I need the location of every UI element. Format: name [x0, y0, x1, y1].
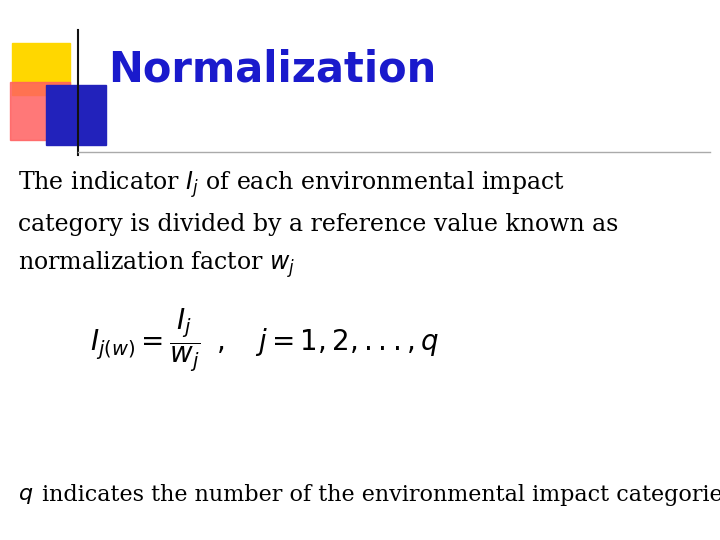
Bar: [10, 82, 70, 140]
Text: The indicator $I_j$ of each environmental impact: The indicator $I_j$ of each environmenta…: [18, 170, 564, 200]
Text: indicates the number of the environmental impact categories.: indicates the number of the environmenta…: [35, 484, 720, 506]
Bar: [46, 85, 106, 145]
Text: category is divided by a reference value known as: category is divided by a reference value…: [18, 213, 618, 237]
Bar: [12, 43, 70, 95]
Text: normalization factor $w_j$: normalization factor $w_j$: [18, 249, 295, 280]
Text: $q$: $q$: [18, 484, 33, 506]
Text: $I_{j(w)} = \dfrac{I_j}{w_j}\;\;,\quad j=1,2,...,q$: $I_{j(w)} = \dfrac{I_j}{w_j}\;\;,\quad j…: [90, 306, 439, 374]
Text: Normalization: Normalization: [108, 49, 436, 91]
